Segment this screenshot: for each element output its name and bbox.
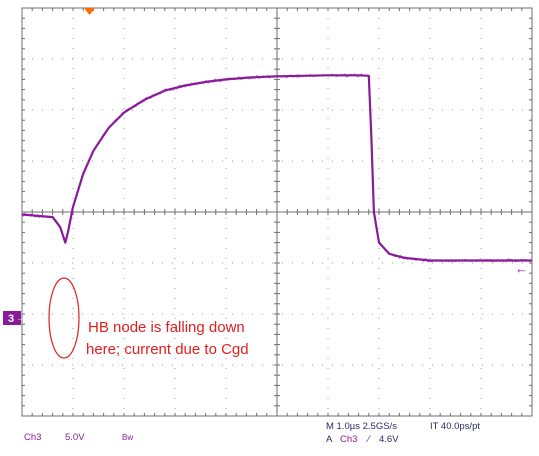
annotation-line-1: HB node is falling down xyxy=(88,319,245,336)
readout-trigger-level: 4.6V xyxy=(379,434,399,445)
graticule xyxy=(21,7,533,417)
waveform-line xyxy=(21,74,532,262)
annotation-line-2: here; current due to Cgd xyxy=(86,341,249,358)
channel-3-arrow: → xyxy=(16,313,26,324)
readout-trigger-slope: ⁄ xyxy=(366,434,371,445)
trigger-position-marker xyxy=(84,8,95,15)
readout-trigger-channel: Ch3 xyxy=(340,434,357,445)
readout-channel: Ch3 xyxy=(24,432,41,443)
readout-bw-limit: Bw xyxy=(122,433,133,442)
readout-interpolation: IT 40.0ps/pt xyxy=(430,421,480,432)
channel-3-marker: 3 → xyxy=(3,311,26,325)
annotation-ellipse xyxy=(48,277,80,359)
readout-trigger-label: A xyxy=(326,434,333,445)
channel-3-label: 3 xyxy=(8,313,14,325)
status-readout: Ch3 5.0V Bw M 1.0µs 2.5GS/s IT 40.0ps/pt… xyxy=(24,421,480,445)
readout-volts-per-div: 5.0V xyxy=(65,432,85,443)
readout-timebase: M 1.0µs 2.5GS/s xyxy=(326,421,397,432)
trigger-level-marker: ← xyxy=(515,261,528,276)
waveform-trace xyxy=(21,72,533,263)
